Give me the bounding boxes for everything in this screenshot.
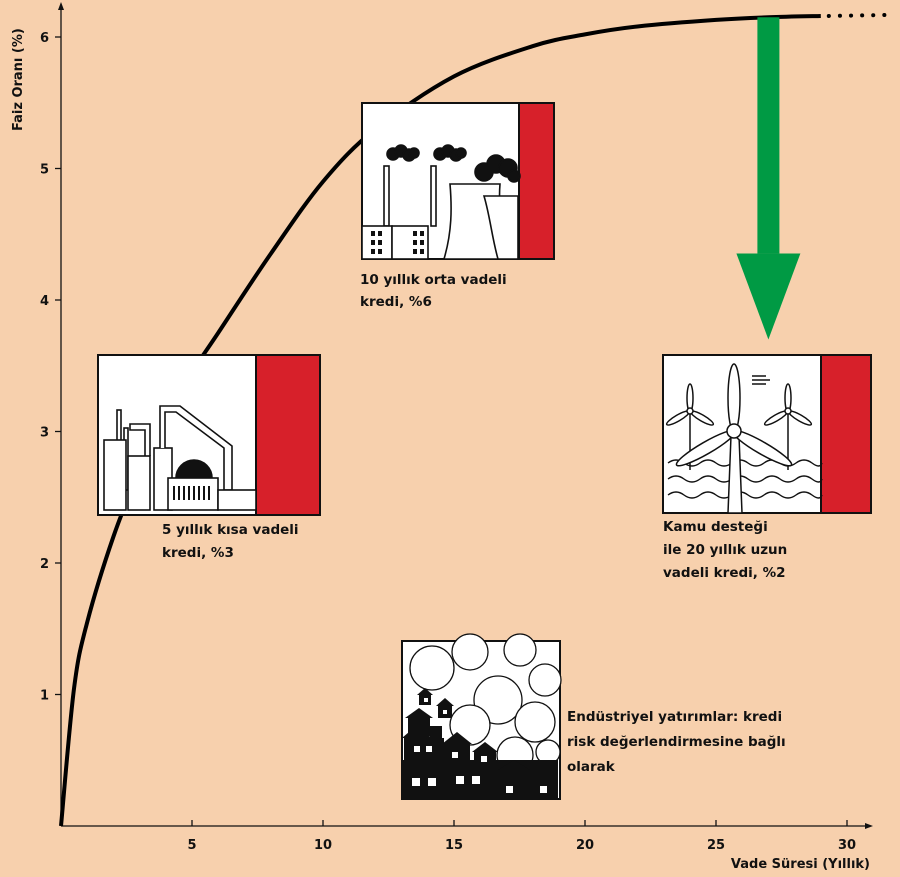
wind-turbine-icon <box>665 363 823 514</box>
power-plant-caption-line-2: kredi, %6 <box>360 294 432 310</box>
factory-panel-red-bar <box>255 354 321 516</box>
waves-icon <box>667 459 823 499</box>
polluted-town-panel: Endüstriyel yatırımlar: kredi risk değer… <box>401 633 790 800</box>
factory-panel: 5 yıllık kısa vadeli kredi, %3 <box>97 354 321 561</box>
y-axis-title: Faiz Oranı (%) <box>11 28 26 131</box>
x-tick-label: 25 <box>707 838 725 853</box>
y-axis-arrowhead <box>58 2 64 10</box>
polluted-town-caption-line-2: risk değerlendirmesine bağlı <box>567 734 786 750</box>
series-line <box>59 14 821 827</box>
arrow-shaft <box>757 17 780 254</box>
y-tick-label: 3 <box>40 426 49 441</box>
polluted-town-caption: Endüstriyel yatırımlar: kredi risk değer… <box>567 709 790 775</box>
wind-turbine-caption-line-2: ile 20 yıllık uzun <box>663 542 787 558</box>
x-axis-title: Vade Süresi (Yıllık) <box>731 857 870 872</box>
x-axis-arrowhead <box>865 823 873 829</box>
polluted-town-caption-line-3: olarak <box>567 759 616 775</box>
power-plant-caption: 10 yıllık orta vadeli kredi, %6 <box>360 272 511 310</box>
factory-caption-line-2: kredi, %3 <box>162 545 234 561</box>
y-tick-label: 6 <box>40 31 49 46</box>
power-plant-icon <box>361 144 521 260</box>
power-plant-panel: 10 yıllık orta vadeli kredi, %6 <box>360 102 555 310</box>
polluted-town-icon <box>402 633 562 799</box>
x-tick-label: 30 <box>838 838 856 853</box>
x-tick-label: 15 <box>445 838 463 853</box>
y-ticks: 1 2 3 4 5 6 <box>40 31 61 704</box>
power-plant-caption-line-1: 10 yıllık orta vadeli <box>360 272 507 288</box>
axes <box>58 2 873 829</box>
wind-turbine-panel-red-bar <box>820 354 872 514</box>
polluted-town-caption-line-1: Endüstriyel yatırımlar: kredi <box>567 709 782 725</box>
series-continuation-dots <box>826 12 890 18</box>
x-ticks: 5 10 15 20 25 30 <box>187 820 856 853</box>
y-tick-label: 1 <box>40 689 49 704</box>
y-tick-label: 4 <box>40 294 49 309</box>
x-tick-label: 10 <box>314 838 332 853</box>
arrow-head <box>736 253 801 340</box>
wind-turbine-caption: Kamu desteği ile 20 yıllık uzun vadeli k… <box>663 519 792 581</box>
wind-turbine-caption-line-3: vadeli kredi, %2 <box>663 565 786 581</box>
x-tick-label: 5 <box>187 838 196 853</box>
x-tick-label: 20 <box>576 838 594 853</box>
wind-turbine-panel: Kamu desteği ile 20 yıllık uzun vadeli k… <box>662 354 872 581</box>
power-plant-panel-red-bar <box>518 102 555 260</box>
factory-caption-line-1: 5 yıllık kısa vadeli <box>162 522 299 538</box>
y-tick-label: 2 <box>40 557 49 572</box>
y-tick-label: 5 <box>40 163 49 178</box>
wind-turbine-caption-line-1: Kamu desteği <box>663 519 768 535</box>
arrow-down-icon <box>736 17 801 340</box>
wind-lines-icon <box>752 375 770 385</box>
factory-icon <box>103 405 257 511</box>
factory-caption: 5 yıllık kısa vadeli kredi, %3 <box>162 522 303 561</box>
